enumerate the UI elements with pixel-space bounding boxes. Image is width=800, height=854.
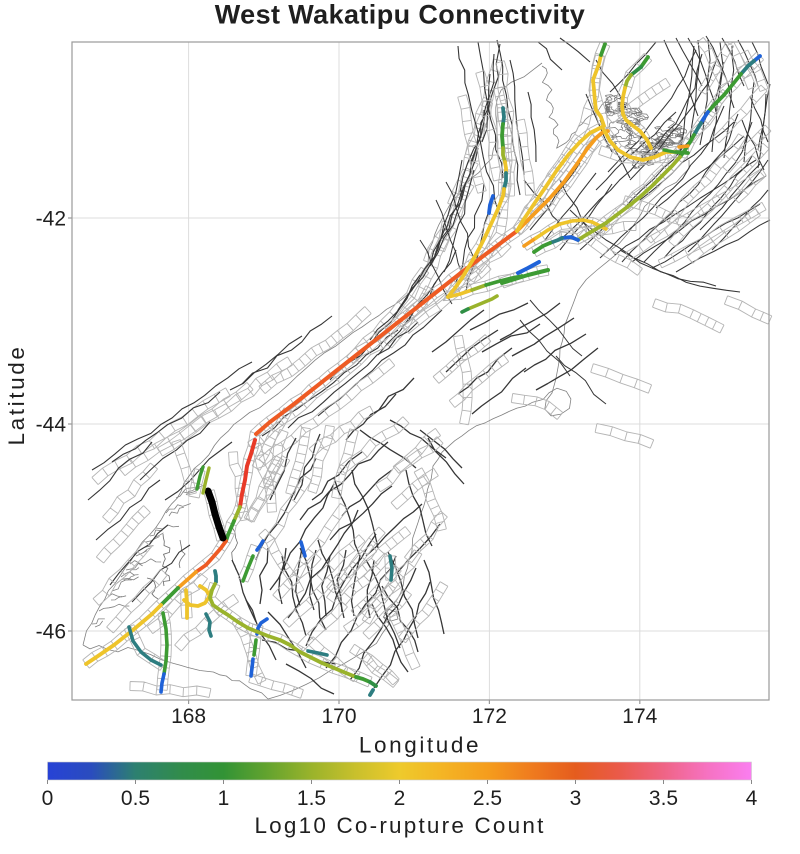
svg-text:West Wakatipu Connectivity: West Wakatipu Connectivity <box>215 0 585 30</box>
svg-text:172: 172 <box>472 705 507 728</box>
svg-text:0.5: 0.5 <box>121 787 150 810</box>
svg-text:Log10 Co-rupture Count: Log10 Co-rupture Count <box>254 813 545 838</box>
svg-text:1: 1 <box>218 787 230 810</box>
svg-text:0: 0 <box>42 787 54 810</box>
svg-text:170: 170 <box>321 705 356 728</box>
svg-text:Longitude: Longitude <box>359 733 481 758</box>
svg-text:4: 4 <box>746 787 758 810</box>
svg-text:174: 174 <box>622 705 657 728</box>
svg-text:-44: -44 <box>36 414 67 437</box>
svg-text:168: 168 <box>171 705 206 728</box>
svg-text:1.5: 1.5 <box>297 787 326 810</box>
svg-text:3.5: 3.5 <box>649 787 678 810</box>
svg-text:-46: -46 <box>36 621 66 644</box>
svg-text:3: 3 <box>570 787 582 810</box>
svg-text:Latitude: Latitude <box>4 345 29 446</box>
svg-text:2: 2 <box>394 787 406 810</box>
svg-text:2.5: 2.5 <box>473 787 502 810</box>
svg-text:-42: -42 <box>36 208 66 231</box>
